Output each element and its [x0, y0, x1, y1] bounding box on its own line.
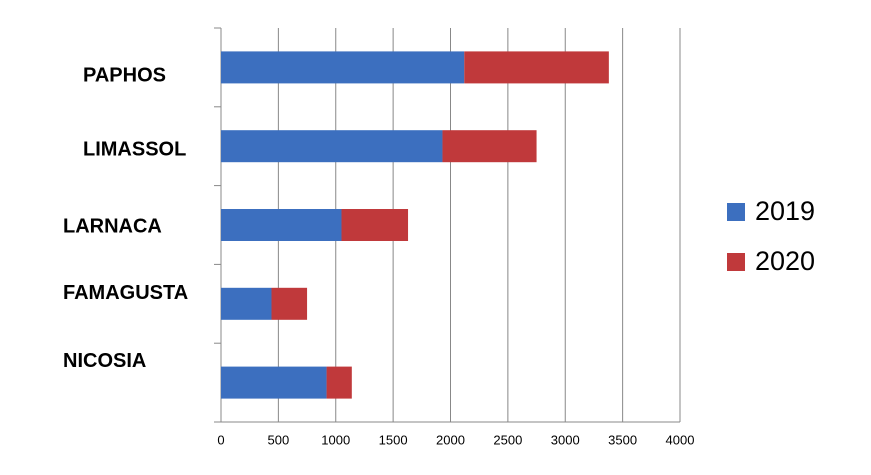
bar	[271, 287, 308, 320]
legend-swatch	[727, 253, 745, 271]
bar	[221, 51, 465, 84]
x-tick-label: 0	[217, 432, 224, 447]
x-tick-label: 3000	[551, 432, 580, 447]
y-tick-label: LIMASSOL	[83, 138, 186, 160]
x-tick-label: 500	[268, 432, 290, 447]
bar	[341, 209, 409, 241]
x-tick-label: 1000	[321, 432, 350, 447]
y-tick-label: FAMAGUSTA	[63, 282, 188, 304]
x-tick-label: 4000	[666, 432, 695, 447]
x-tick-label: 3500	[608, 432, 637, 447]
x-tick-label: 2000	[436, 432, 465, 447]
bar	[464, 51, 609, 84]
y-tick-label: NICOSIA	[63, 350, 146, 372]
x-tick-label: 1500	[379, 432, 408, 447]
legend-swatch	[727, 203, 745, 221]
bar	[326, 366, 352, 399]
x-tick-label: 2500	[493, 432, 522, 447]
bar	[221, 287, 272, 320]
y-tick-label: PAPHOS	[83, 65, 166, 87]
bar	[442, 130, 537, 163]
legend-label: 2019	[755, 196, 815, 226]
legend-label: 2020	[755, 246, 815, 276]
bar	[221, 209, 342, 241]
bar	[221, 130, 443, 163]
y-tick-label: LARNACA	[63, 215, 162, 237]
bar	[221, 366, 327, 399]
